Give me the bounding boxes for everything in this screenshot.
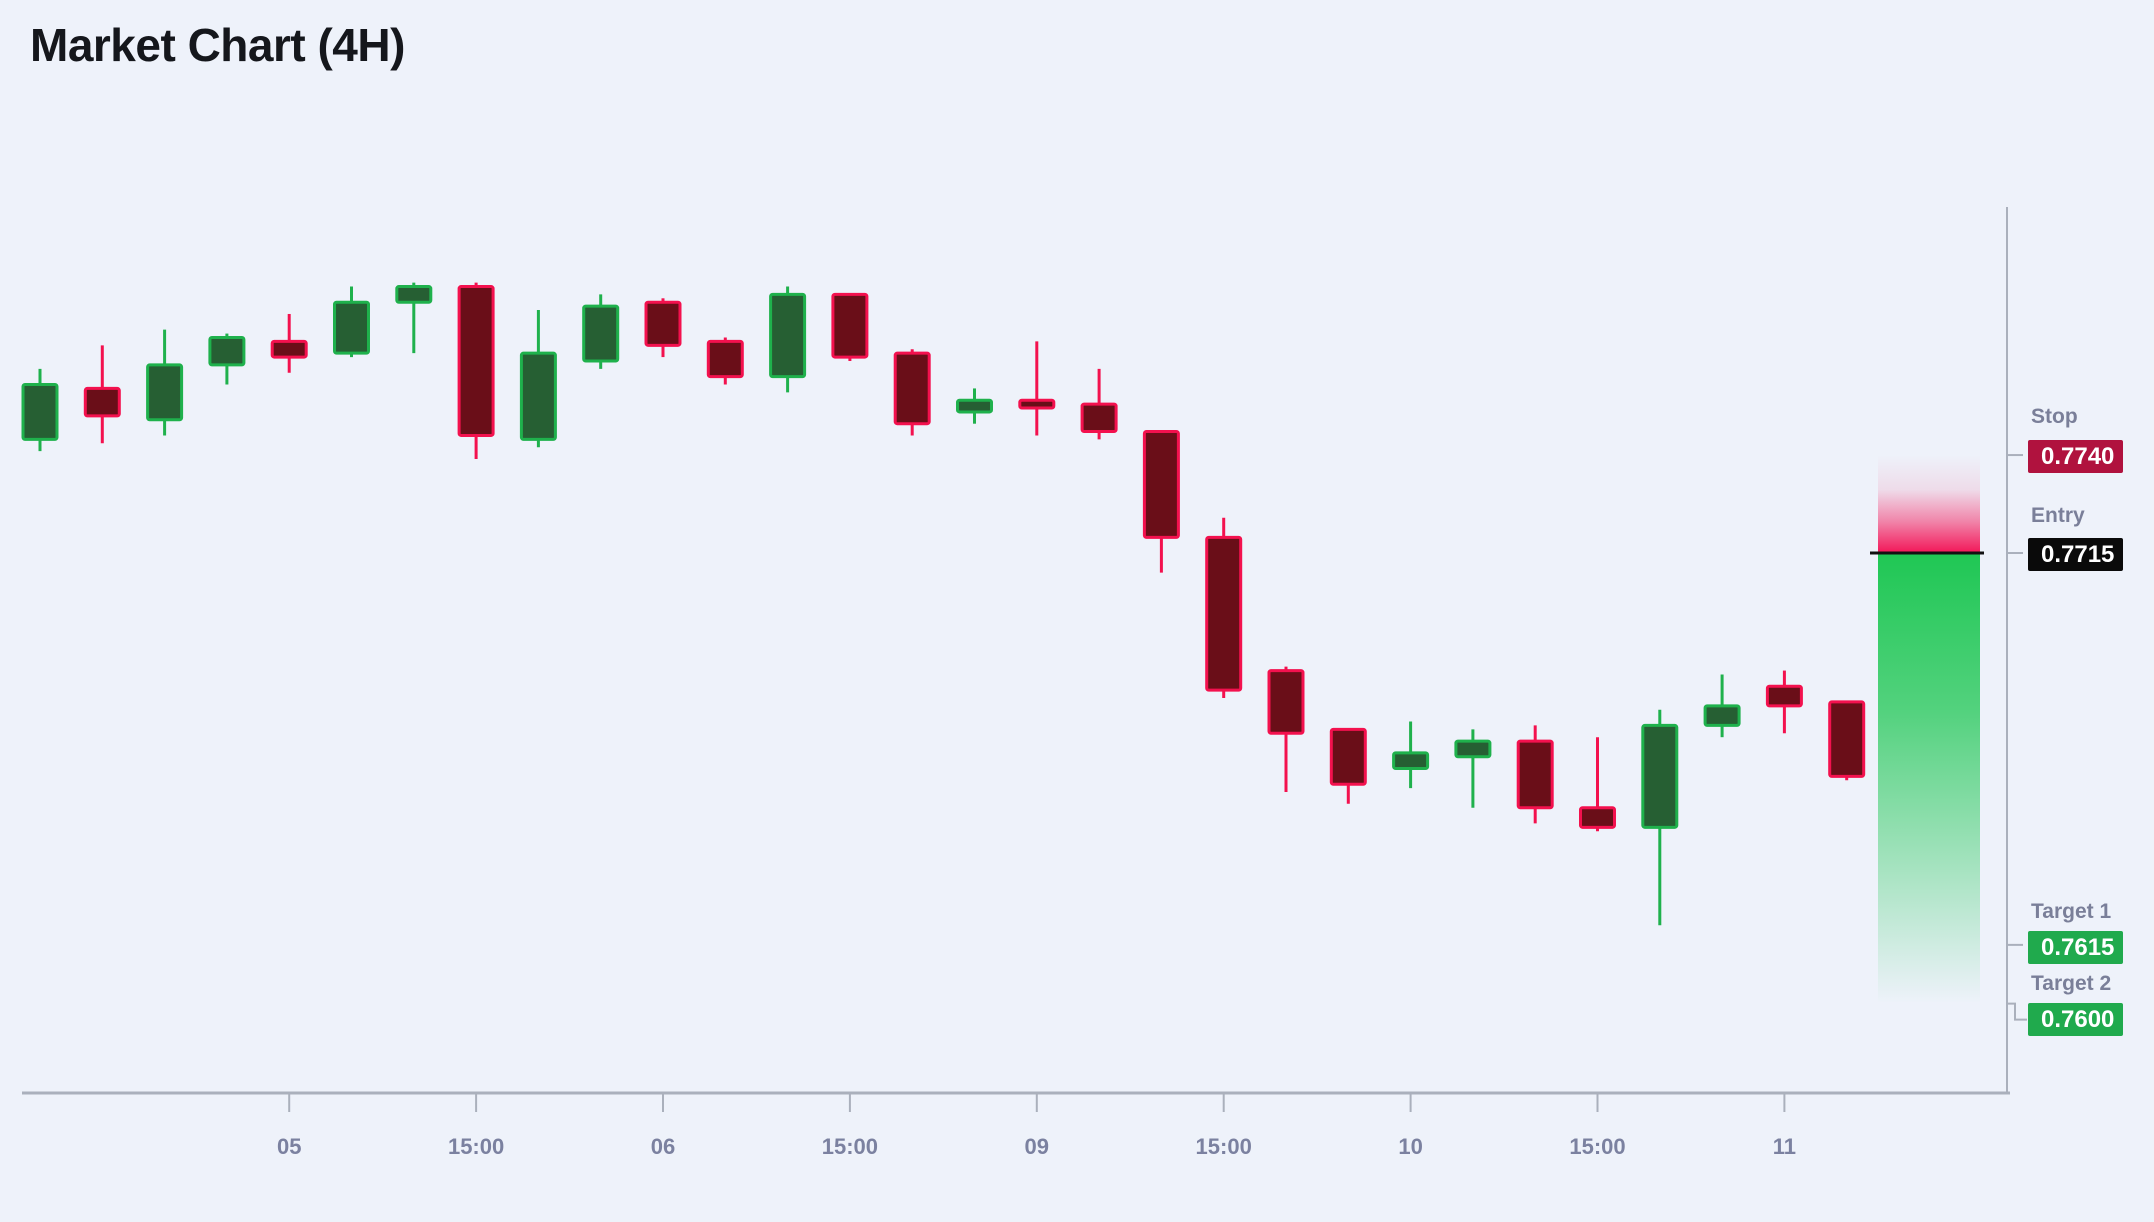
bull-candle <box>1454 729 1492 808</box>
bear-candle <box>644 298 682 358</box>
candle-body <box>893 351 931 426</box>
bull-candle <box>1703 674 1741 738</box>
bull-candle <box>208 333 246 385</box>
reward-zone <box>1878 553 1980 1004</box>
candle-body <box>1703 704 1741 727</box>
candle-body <box>1267 669 1305 735</box>
risk-zone <box>1878 455 1980 554</box>
candle-body <box>1765 684 1803 708</box>
candle-body <box>1329 727 1367 786</box>
x-axis-tick-label: 15:00 <box>1569 1134 1625 1159</box>
entry-label: Entry <box>2031 504 2085 527</box>
candle-body <box>1142 430 1180 539</box>
target2-price-badge: 0.7600 <box>2028 1003 2123 1036</box>
candle-body <box>831 292 869 359</box>
candle-body <box>1828 700 1866 778</box>
bull-candle <box>395 282 433 354</box>
x-axis-tick-label: 15:00 <box>448 1134 504 1159</box>
bear-candle <box>706 337 744 385</box>
candle-body <box>83 386 121 418</box>
chart-axes-layer: 05 15:00 06 15:00 09 15:00 10 15:00 11 <box>22 207 2027 1159</box>
bear-candle <box>83 345 121 444</box>
candle-body <box>644 300 682 347</box>
candle-body <box>1392 751 1430 771</box>
bear-candle <box>831 292 869 362</box>
bear-candle <box>1579 737 1616 832</box>
candle-body <box>582 304 620 363</box>
bull-candle <box>582 294 620 369</box>
bear-candle <box>1267 666 1305 793</box>
candles-layer <box>21 282 1866 926</box>
candle-body <box>457 285 495 437</box>
candle-body <box>769 292 807 379</box>
bull-candle <box>956 388 993 424</box>
candle-body <box>1579 806 1616 829</box>
bear-candle <box>1765 670 1803 734</box>
stop-label: Stop <box>2031 405 2078 428</box>
stop-price-badge: 0.7740 <box>2028 440 2123 473</box>
bull-candle <box>333 286 370 358</box>
bear-candle <box>893 349 931 436</box>
candle-body <box>333 300 370 355</box>
bear-candle <box>1080 368 1118 440</box>
x-axis-tick-label: 05 <box>277 1134 301 1159</box>
candle-body <box>270 339 308 359</box>
trade-zones-layer <box>1878 455 1980 1004</box>
bear-candle <box>1516 725 1554 824</box>
bull-candle <box>21 368 59 452</box>
candle-body <box>956 398 993 414</box>
bear-candle <box>1142 430 1180 573</box>
candle-body <box>395 285 433 304</box>
candle-body <box>1454 739 1492 759</box>
bear-candle <box>1205 517 1243 699</box>
candle-body <box>519 351 557 441</box>
candle-body <box>706 339 744 379</box>
bull-candle <box>769 286 807 393</box>
x-axis-tick-label: 09 <box>1025 1134 1049 1159</box>
bull-candle <box>519 310 557 448</box>
candle-body <box>1205 535 1243 692</box>
target2-tick-connector <box>2007 1002 2027 1021</box>
x-axis-tick-label: 15:00 <box>1196 1134 1252 1159</box>
bear-candle <box>1828 700 1866 781</box>
bear-candle <box>457 282 495 459</box>
candle-body <box>1516 739 1554 810</box>
bull-candle <box>1641 709 1679 926</box>
target1-price-badge: 0.7615 <box>2028 931 2123 964</box>
entry-price-badge: 0.7715 <box>2028 538 2123 571</box>
bear-candle <box>270 313 308 373</box>
candle-body <box>1018 398 1056 410</box>
candle-body <box>21 383 59 441</box>
bear-candle <box>1018 341 1056 436</box>
bull-candle <box>146 329 184 436</box>
x-axis-tick-label: 10 <box>1398 1134 1422 1159</box>
candle-body <box>208 335 246 367</box>
target2-label: Target 2 <box>2031 972 2112 995</box>
target1-label: Target 1 <box>2031 900 2112 923</box>
candle-body <box>1080 402 1118 434</box>
candle-body <box>146 363 184 422</box>
bull-candle <box>1392 721 1430 789</box>
x-axis-tick-label: 15:00 <box>822 1134 878 1159</box>
x-axis-tick-label: 06 <box>651 1134 675 1159</box>
page-title: Market Chart (4H) <box>30 19 405 71</box>
bear-candle <box>1329 727 1367 804</box>
x-axis-tick-label: 11 <box>1773 1134 1796 1159</box>
candle-body <box>1641 723 1679 829</box>
